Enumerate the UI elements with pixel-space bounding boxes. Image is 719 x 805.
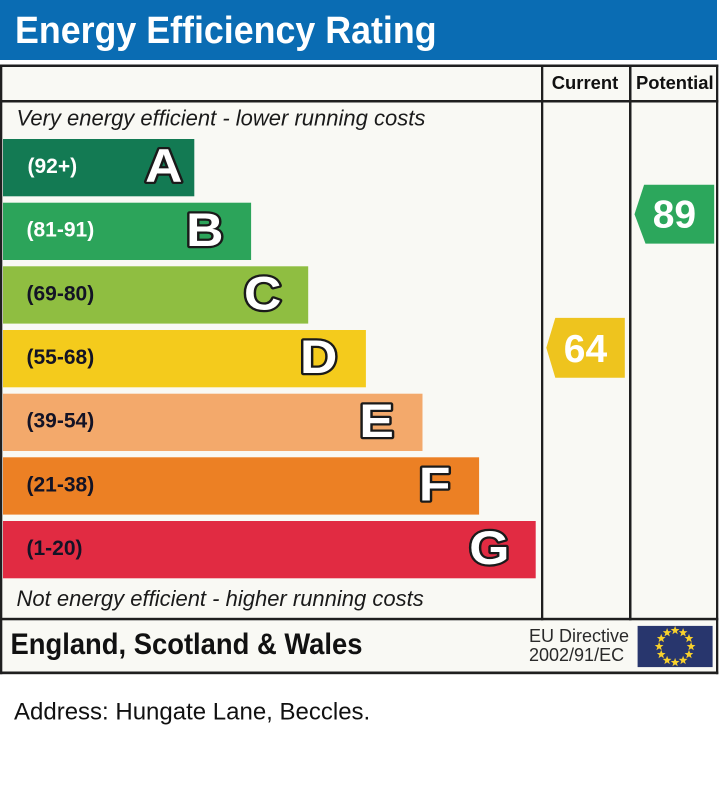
svg-text:Very energy efficient - lower: Very energy efficient - lower running co…	[17, 105, 426, 130]
svg-text:EU Directive: EU Directive	[529, 626, 629, 646]
svg-text:2002/91/EC: 2002/91/EC	[529, 645, 624, 665]
svg-text:Not energy efficient - higher: Not energy efficient - higher running co…	[17, 586, 424, 611]
svg-text:(1-20): (1-20)	[27, 537, 83, 560]
svg-text:(81-91): (81-91)	[27, 219, 95, 242]
svg-text:B: B	[186, 204, 223, 256]
svg-text:(92+): (92+)	[28, 155, 78, 178]
svg-text:E: E	[359, 395, 393, 447]
svg-text:(55-68): (55-68)	[27, 346, 95, 369]
svg-text:(39-54): (39-54)	[27, 410, 95, 433]
svg-text:Potential: Potential	[636, 72, 714, 93]
svg-text:Address: Hungate Lane, Beccles: Address: Hungate Lane, Beccles.	[14, 698, 370, 725]
svg-text:D: D	[300, 331, 337, 383]
svg-text:(69-80): (69-80)	[27, 282, 95, 305]
svg-text:64: 64	[564, 328, 608, 371]
svg-text:(21-38): (21-38)	[27, 473, 95, 496]
svg-text:Energy Efficiency Rating: Energy Efficiency Rating	[15, 9, 437, 51]
svg-text:England, Scotland & Wales: England, Scotland & Wales	[10, 628, 362, 661]
svg-text:F: F	[419, 459, 451, 511]
svg-text:C: C	[244, 268, 281, 320]
svg-text:G: G	[469, 522, 509, 574]
svg-text:Current: Current	[552, 72, 618, 93]
svg-text:A: A	[145, 140, 182, 192]
svg-text:89: 89	[653, 194, 696, 237]
